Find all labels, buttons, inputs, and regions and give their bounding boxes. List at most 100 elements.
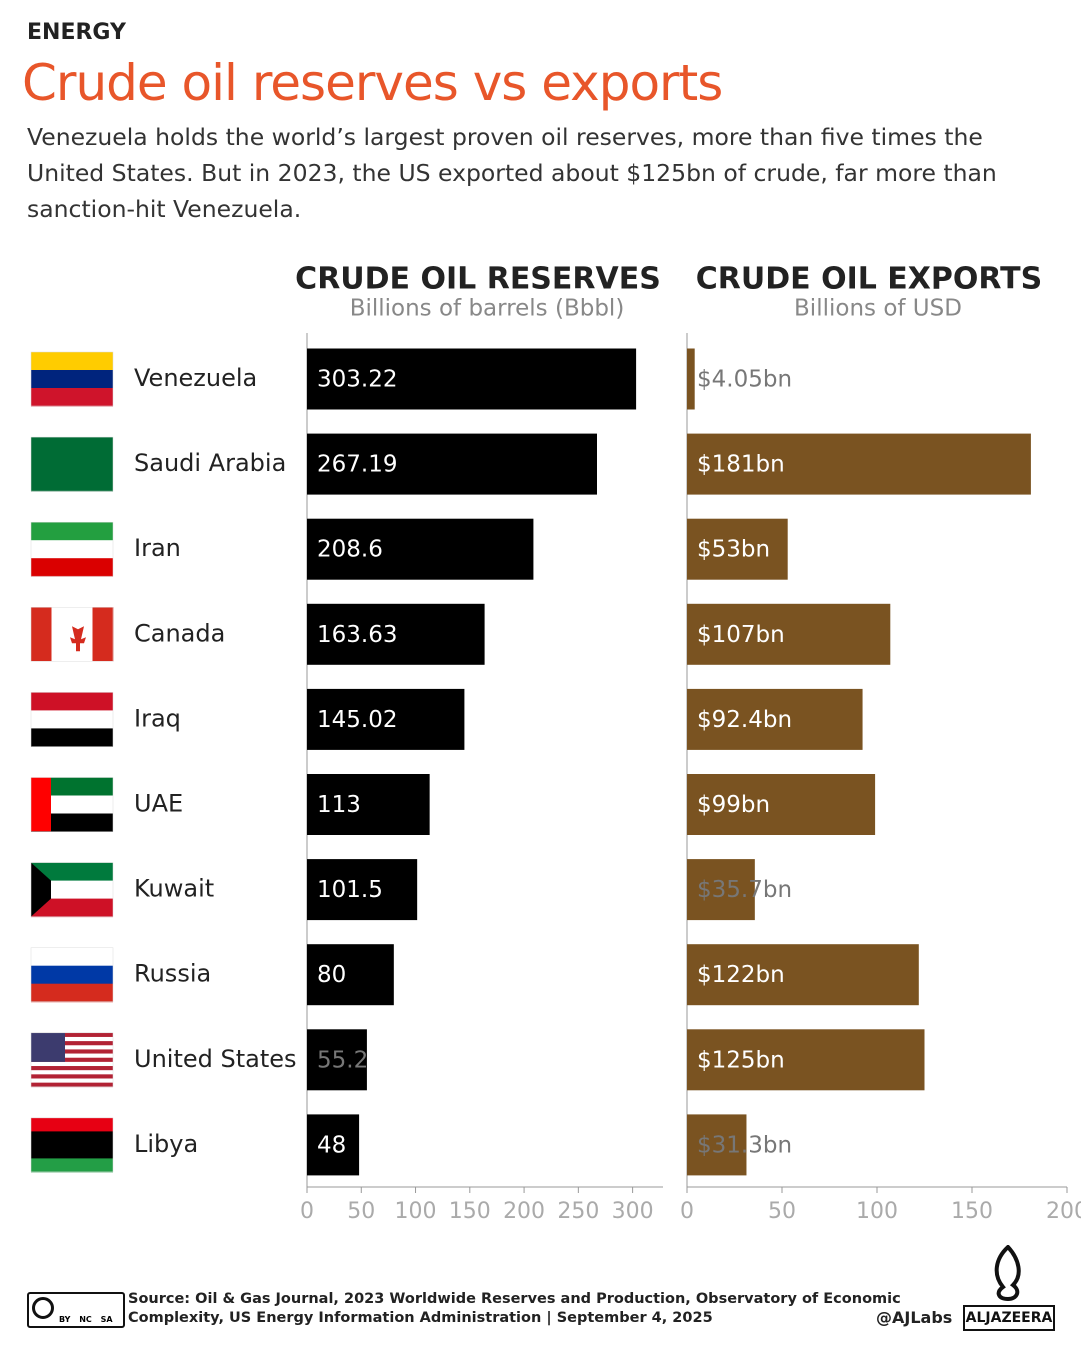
value-label: $92.4bn [697,707,792,733]
flag-stripe [31,1045,113,1050]
flag-stripe [31,1057,113,1063]
flag-stripe [31,880,113,900]
flag-stripe [31,1041,113,1046]
flag-stripe [31,983,113,1003]
value-label: 303.22 [317,367,397,393]
flag-border [30,351,114,407]
flag-stripe [31,1070,113,1075]
category-label: Iraq [134,704,181,732]
flag-stripe [31,370,113,389]
flag-stripe [31,692,113,711]
x-tick-label: 50 [768,1199,796,1224]
flag-stripe [31,777,51,832]
flag-stripe [31,1078,113,1083]
x-tick-label: 150 [449,1199,491,1224]
category-label: United States [134,1045,297,1073]
bar [307,859,418,921]
flag-stripe [31,1158,113,1173]
flag-stripe [92,607,114,662]
x-tick-label: 100 [395,1199,437,1224]
x-tick-label: 200 [503,1199,545,1224]
value-label: 145.02 [317,707,397,733]
value-label: 267.19 [317,452,397,478]
flag-border [30,436,114,492]
flag-canton [31,1032,65,1062]
value-label: $181bn [697,452,785,478]
title: Crude oil reserves vs exports [22,54,723,112]
value-label: 113 [317,792,361,818]
license-icon: BY NC SA [27,1292,125,1328]
flag-stripe [31,1082,113,1088]
flag-stripe [31,1053,113,1059]
flag-stripe [31,1061,113,1067]
flag-stripe [31,862,113,882]
bar [307,433,597,495]
flag-stripe [31,437,113,492]
flag-stripe [31,388,113,407]
x-tick-label: 300 [612,1199,654,1224]
bar [687,774,876,835]
flag-stripe [31,352,113,371]
value-label: 80 [317,962,346,988]
flag-border [30,862,114,917]
bar [687,1114,747,1176]
x-tick-label: 50 [347,1199,375,1224]
source: Source: Oil & Gas Journal, 2023 Worldwid… [128,1291,901,1326]
flag-stripe [31,1117,113,1132]
flag-stripe [31,947,113,967]
bar [307,1029,367,1091]
bar [687,348,695,410]
flag-stripe [31,710,113,729]
flag-stripe [31,1032,113,1038]
x-tick-label: 0 [680,1199,694,1224]
flag-leaf [70,619,86,652]
value-label: 163.63 [317,622,397,648]
value-label: $125bn [697,1047,785,1073]
flag-stripe [31,728,113,747]
x-tick-label: 250 [557,1199,599,1224]
flag-stripe [31,898,113,918]
category-label: Russia [134,960,211,988]
flag-border [30,692,114,747]
flag-stripe [31,813,113,832]
flag-stripe [31,1049,113,1054]
value-label: $107bn [697,622,785,648]
bar [687,859,755,921]
flag-border [30,947,114,1002]
flag-border [30,777,114,832]
bar [687,688,863,750]
brand: ALJAZEERA [963,1305,1055,1331]
subtitle: Venezuela holds the world’s largest prov… [27,123,997,223]
bar [687,1029,925,1091]
flag-stripe [31,1066,113,1071]
value-label: $122bn [697,962,785,988]
flag-stripe [31,1036,113,1042]
flag-border [30,1117,114,1173]
flag-stripe [31,965,113,985]
bar [687,518,788,580]
flag-stripe [31,607,52,662]
chart-subtitle: Billions of USD [794,296,962,322]
flag-stripe [51,607,93,662]
flag-stripe [31,777,113,796]
chart-subtitle: Billions of barrels (Bbbl) [350,296,625,322]
bar [687,433,1031,495]
flag-stripe [31,1131,113,1159]
chart-title: CRUDE OIL EXPORTS [696,262,1042,297]
value-label: $4.05bn [697,367,792,393]
x-tick-label: 0 [300,1199,314,1224]
category-label: Canada [134,619,225,647]
category-label: Libya [134,1130,198,1158]
flag-border [30,607,114,662]
value-label: $53bn [697,537,770,563]
flag-border [30,1032,114,1088]
bar [307,688,465,750]
x-tick-label: 150 [951,1199,993,1224]
bar [307,603,485,665]
value-label: 48 [317,1132,346,1158]
value-label: 55.2 [317,1047,368,1073]
category-label: Venezuela [134,364,257,392]
bar [307,944,394,1006]
flag-border [30,521,114,577]
